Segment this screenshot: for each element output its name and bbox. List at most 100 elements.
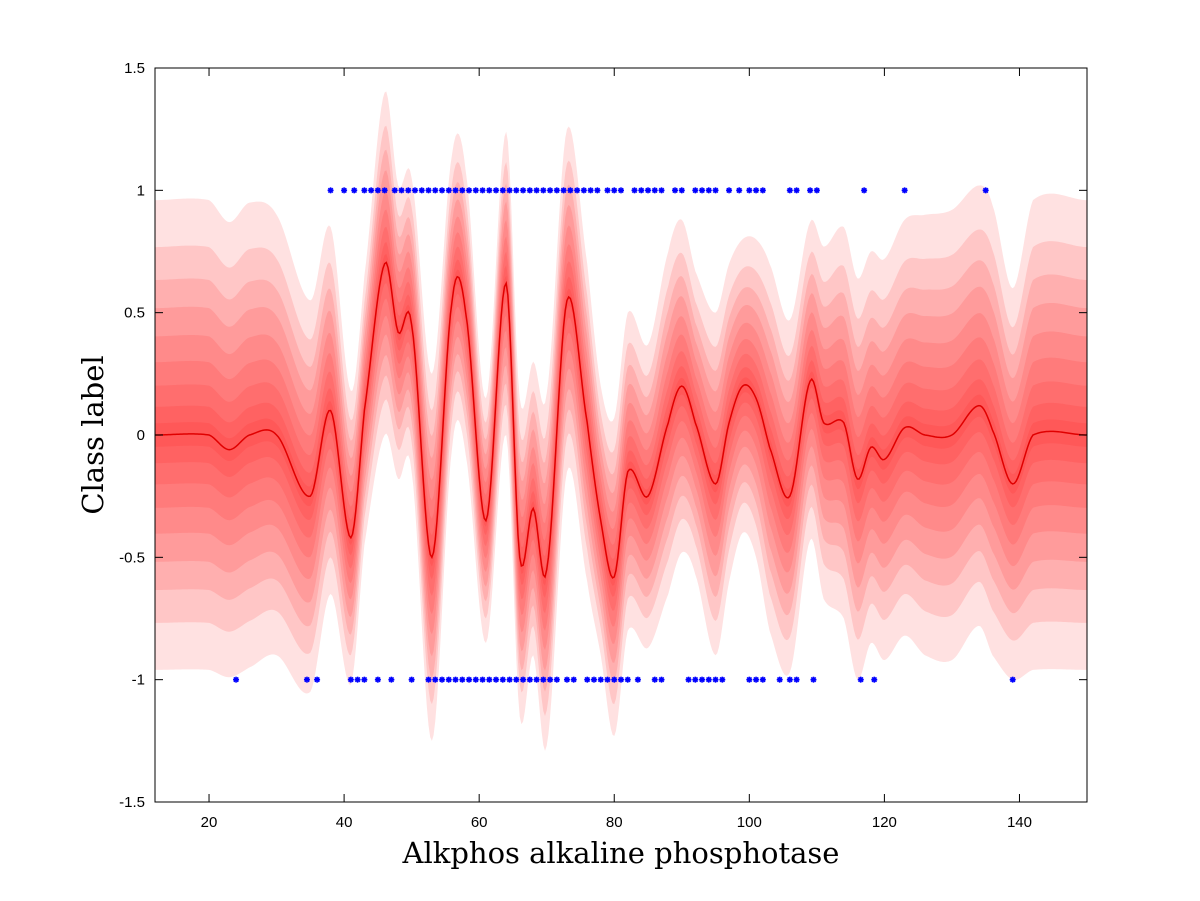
- data-point-1-16: [445, 187, 452, 194]
- data-point-2-27: [540, 676, 547, 683]
- data-point-1-59: [793, 187, 800, 194]
- data-point-1-15: [439, 187, 446, 194]
- x-axis: 20 40 60 80 100 120 140: [201, 68, 1032, 831]
- mean-line: [155, 261, 1087, 579]
- x-tick-label: 40: [336, 814, 353, 831]
- data-point-2-17: [472, 676, 479, 683]
- uncertainty-band-5: [155, 190, 1087, 650]
- data-point-1-46: [658, 187, 665, 194]
- data-point-1-48: [678, 187, 685, 194]
- data-point-1-14: [432, 187, 439, 194]
- y-tick-label: 0: [137, 427, 145, 444]
- data-point-2-24: [520, 676, 527, 683]
- data-point-2-30: [563, 676, 570, 683]
- data-point-2-7: [374, 676, 381, 683]
- data-point-1-2: [341, 187, 348, 194]
- data-point-2-38: [624, 676, 631, 683]
- data-point-2-22: [506, 676, 513, 683]
- data-point-1-53: [726, 187, 733, 194]
- data-point-2-6: [361, 676, 368, 683]
- data-point-2-21: [499, 676, 506, 683]
- data-point-1-62: [861, 187, 868, 194]
- data-point-2-18: [479, 676, 486, 683]
- data-point-1-32: [553, 187, 560, 194]
- x-tick-label: 80: [606, 814, 623, 831]
- data-point-1-22: [486, 187, 493, 194]
- data-point-2-34: [597, 676, 604, 683]
- data-point-1-50: [699, 187, 706, 194]
- data-point-1-49: [692, 187, 699, 194]
- data-point-2-15: [459, 676, 466, 683]
- data-point-1-12: [418, 187, 425, 194]
- y-axis-title: Class label: [76, 355, 110, 514]
- data-point-1-56: [753, 187, 760, 194]
- data-point-2-25: [526, 676, 533, 683]
- data-point-1-58: [786, 187, 793, 194]
- y-tick-label: 1.5: [124, 60, 145, 77]
- data-point-2-47: [719, 676, 726, 683]
- uncertainty-band-6: [155, 209, 1087, 631]
- data-point-1-51: [705, 187, 712, 194]
- x-tick-label: 140: [1007, 814, 1032, 831]
- data-point-2-23: [513, 676, 520, 683]
- data-point-2-49: [753, 676, 760, 683]
- data-point-1-13: [425, 187, 432, 194]
- data-point-1-24: [499, 187, 506, 194]
- data-point-2-54: [810, 676, 817, 683]
- data-point-1-7: [381, 187, 388, 194]
- data-point-1-64: [982, 187, 989, 194]
- data-point-1-21: [479, 187, 486, 194]
- data-point-1-44: [645, 187, 652, 194]
- data-point-2-14: [452, 676, 459, 683]
- data-point-1-1: [327, 187, 334, 194]
- data-point-1-4: [361, 187, 368, 194]
- data-point-1-39: [604, 187, 611, 194]
- data-point-2-45: [705, 676, 712, 683]
- data-point-1-42: [631, 187, 638, 194]
- data-point-1-43: [638, 187, 645, 194]
- uncertainty-band-4: [155, 170, 1087, 671]
- data-point-1-8: [391, 187, 398, 194]
- data-point-1-25: [506, 187, 513, 194]
- y-tick-label: -0.5: [119, 549, 145, 566]
- y-tick-label: -1: [132, 672, 145, 689]
- data-point-2-52: [786, 676, 793, 683]
- data-point-1-17: [452, 187, 459, 194]
- data-point-1-38: [594, 187, 601, 194]
- data-point-1-36: [580, 187, 587, 194]
- data-point-1-18: [459, 187, 466, 194]
- uncertainty-band-2: [155, 125, 1087, 717]
- data-point-2-19: [486, 676, 493, 683]
- data-point-1-41: [618, 187, 624, 194]
- data-points: [233, 187, 1016, 683]
- data-point-2-9: [408, 676, 415, 683]
- y-tick-label: 1: [137, 182, 145, 199]
- data-point-2-57: [1009, 676, 1016, 683]
- y-axis: 1.5 1 0.5 0 -0.5 -1 -1.5: [119, 60, 1087, 811]
- data-point-1-45: [651, 187, 658, 194]
- data-point-1-3: [351, 187, 358, 194]
- data-point-2-3: [314, 676, 321, 683]
- data-point-2-35: [604, 676, 611, 683]
- data-point-2-56: [871, 676, 878, 683]
- data-point-2-13: [445, 676, 452, 683]
- uncertainty-band-1: [155, 91, 1087, 751]
- data-point-2-4: [347, 676, 354, 683]
- data-point-2-26: [533, 676, 540, 683]
- data-point-1-9: [398, 187, 405, 194]
- uncertainty-band-7: [155, 226, 1087, 614]
- data-point-2-46: [712, 676, 719, 683]
- x-tick-label: 120: [872, 814, 897, 831]
- data-point-1-31: [547, 187, 554, 194]
- data-point-2-12: [439, 676, 446, 683]
- data-point-2-44: [699, 676, 706, 683]
- data-point-1-35: [574, 187, 581, 194]
- data-point-1-34: [567, 187, 574, 194]
- data-point-2-8: [388, 676, 395, 683]
- data-point-2-5: [354, 676, 361, 683]
- data-point-1-6: [374, 187, 381, 194]
- data-point-1-33: [560, 187, 567, 194]
- data-point-2-32: [584, 676, 591, 683]
- data-point-2-55: [857, 676, 864, 683]
